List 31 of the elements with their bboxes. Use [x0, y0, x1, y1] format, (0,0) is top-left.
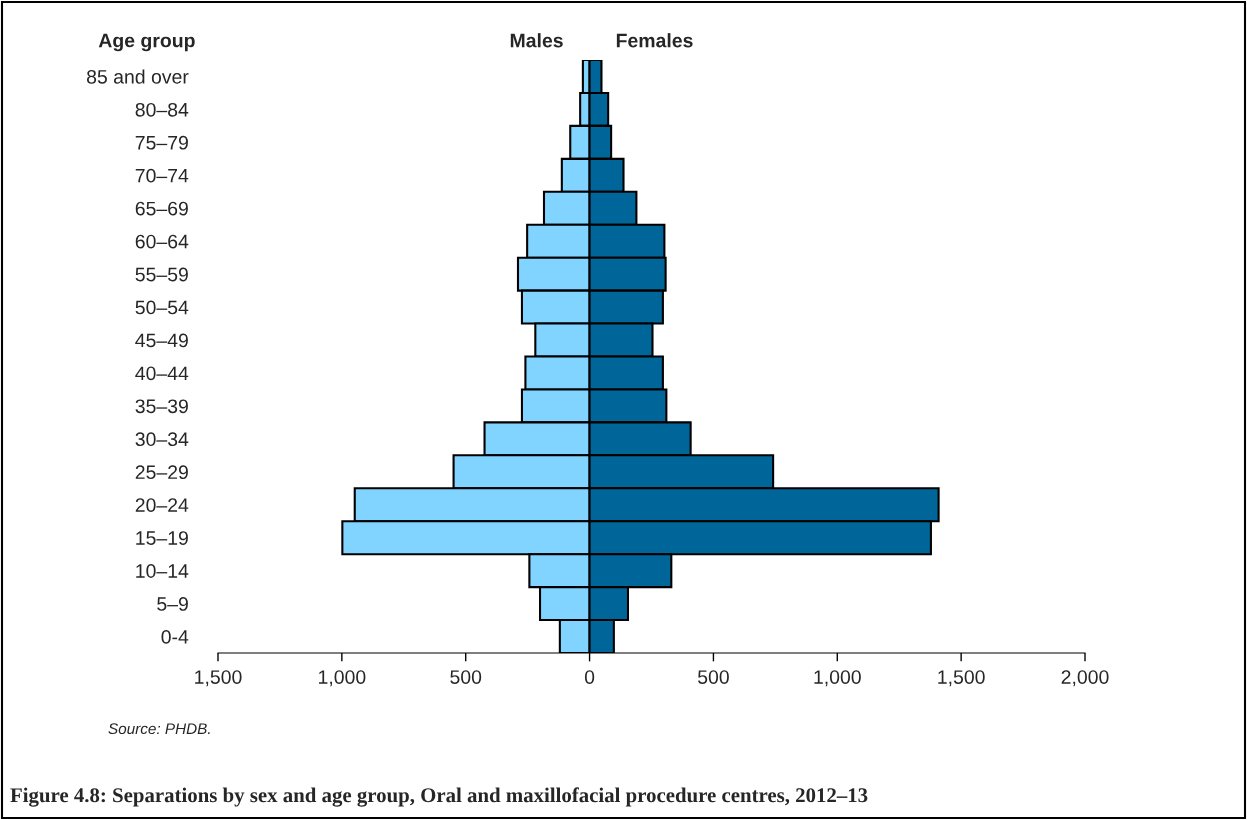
- y-tick-label: 60–64: [135, 234, 189, 249]
- y-tick-label: 55–59: [135, 267, 188, 282]
- y-tick-label: 30–34: [135, 432, 189, 447]
- y-tick-label: 5–9: [157, 597, 188, 611]
- series-label: Males: [510, 33, 563, 48]
- y-tick-label: 80–84: [135, 102, 189, 117]
- x-tick-label: 500: [450, 670, 482, 684]
- y-axis-title: Age group: [98, 33, 195, 52]
- y-tick-label: 10–14: [136, 564, 189, 578]
- y-tick-label: 85 and over: [86, 69, 189, 84]
- x-tick-label: 1,000: [319, 670, 366, 687]
- x-tick-label: 1,500: [195, 670, 242, 687]
- y-tick-label: 35–39: [135, 399, 188, 414]
- y-tick-label: 15–19: [136, 531, 188, 545]
- x-tick-label: 2,000: [1061, 670, 1109, 687]
- y-tick-label: 70–74: [135, 168, 189, 183]
- y-tick-label: 20–24: [135, 498, 189, 512]
- series-label: Females: [616, 33, 693, 48]
- y-tick-label: 50–54: [135, 300, 189, 315]
- x-tick-label: 0: [584, 670, 595, 684]
- y-tick-label: 40–44: [135, 366, 189, 381]
- x-tick-label: 500: [697, 670, 729, 684]
- y-tick-label: 45–49: [135, 333, 188, 348]
- x-tick-label: 1,500: [938, 670, 985, 687]
- y-tick-label: 0-4: [161, 630, 189, 644]
- x-tick-label: 1,000: [814, 670, 861, 687]
- y-tick-label: 65–69: [135, 201, 188, 216]
- y-tick-label: 25–29: [135, 465, 188, 480]
- source-note: Source: PHDB.: [108, 723, 210, 735]
- text: Figure 4.8: Separations by sex and age group, Oral and maxillofacial procedure centres, 2012–13: [10, 787, 868, 807]
- y-tick-label: 75–79: [135, 135, 188, 150]
